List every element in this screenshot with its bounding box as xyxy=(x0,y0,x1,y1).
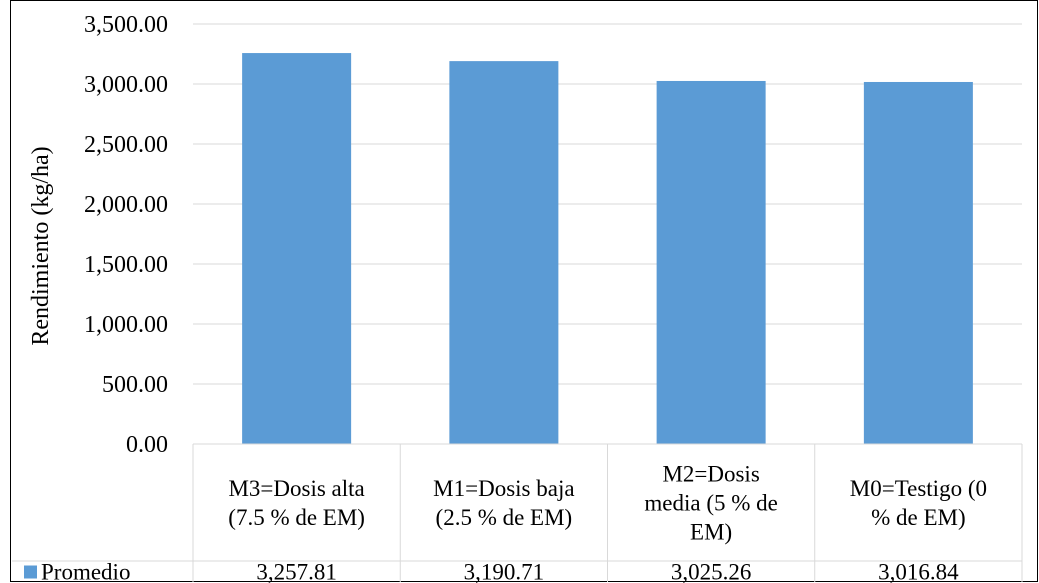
x-tick-label: M0=Testigo (0 xyxy=(850,476,987,501)
data-label: 3,025.26 xyxy=(671,560,752,583)
bar xyxy=(449,61,559,444)
legend-label: Promedio xyxy=(41,560,130,583)
y-tick-label: 3,000.00 xyxy=(84,72,168,98)
chart-frame xyxy=(10,0,1038,582)
bars xyxy=(242,53,973,445)
y-tick-label: 3,500.00 xyxy=(84,12,168,38)
data-label: 3,257.81 xyxy=(256,560,337,583)
bar xyxy=(863,81,973,445)
x-tick-label: M2=Dosis xyxy=(662,462,759,487)
y-tick-label: 2,000.00 xyxy=(84,192,168,218)
y-tick-label: 1,000.00 xyxy=(84,312,168,338)
bar xyxy=(656,80,766,444)
x-tick-label: EM) xyxy=(690,520,732,545)
data-label: 3,190.71 xyxy=(464,560,545,583)
x-tick-label: M1=Dosis baja xyxy=(433,476,574,501)
y-axis-ticks: 0.00 500.00 1,000.00 1,500.00 2,000.00 2,500.… xyxy=(84,12,168,458)
y-tick-label: 1,500.00 xyxy=(84,252,168,278)
x-tick-label: (2.5 % de EM) xyxy=(436,505,573,530)
data-table: M3=Dosis alta (7.5 % de EM) M1=Dosis baja (… xyxy=(12,443,1023,583)
y-axis-label: Rendimiento (kg/ha) xyxy=(28,146,54,345)
data-label: 3,016.84 xyxy=(878,560,959,583)
y-tick-label: 500.00 xyxy=(102,372,168,398)
y-tick-label: 0.00 xyxy=(126,432,168,458)
x-tick-label: (7.5 % de EM) xyxy=(228,505,365,530)
bar xyxy=(242,53,352,444)
x-tick-label: M3=Dosis alta xyxy=(228,476,364,501)
legend-swatch xyxy=(24,565,37,579)
x-tick-label: % de EM) xyxy=(871,505,966,530)
y-tick-label: 2,500.00 xyxy=(84,132,168,158)
x-tick-label: media (5 % de xyxy=(644,491,777,516)
